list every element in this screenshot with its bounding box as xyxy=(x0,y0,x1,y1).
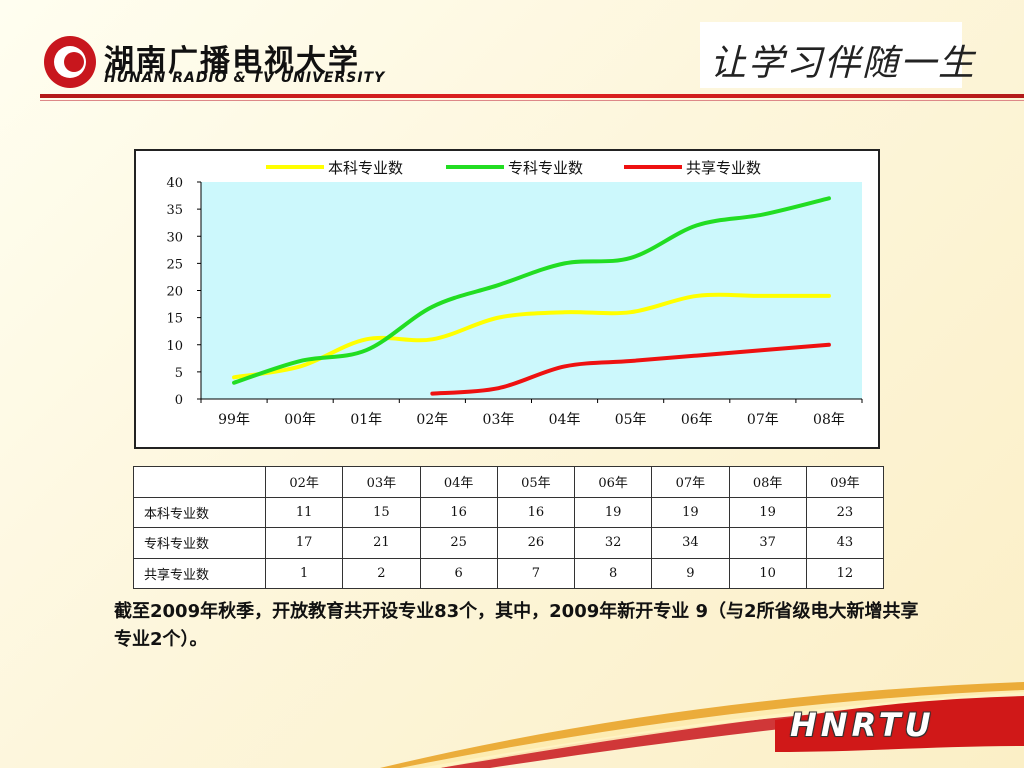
table-header-cell: 09年 xyxy=(805,466,885,498)
table-cell: 11 xyxy=(264,496,344,528)
chart-canvas: 0 5 10 15 20 25 30 35 40 99年 00年 01年 02年 03年 04年 05年 06年… xyxy=(166,159,863,428)
table-header-cell xyxy=(133,466,266,498)
legend-label: 本科专业数 xyxy=(328,159,403,177)
x-tick-label: 03年 xyxy=(483,412,515,428)
table-cell: 21 xyxy=(342,527,421,559)
table-row-label: 本科专业数 xyxy=(133,496,266,528)
table-cell: 32 xyxy=(573,527,653,559)
table-cell: 10 xyxy=(728,557,807,589)
table-row: 共享专业数 1 2 6 7 8 9 10 12 xyxy=(133,557,885,589)
footnote-text: 截至2009年秋季，开放教育共开设专业83个，其中，2009年新开专业 9（与2… xyxy=(114,601,919,650)
table-header-row: 02年 03年 04年 05年 06年 07年 08年 09年 xyxy=(133,466,885,498)
y-tick-label: 10 xyxy=(166,339,183,354)
header-divider xyxy=(40,94,1024,98)
university-logo-icon xyxy=(44,36,96,88)
table-cell: 26 xyxy=(496,527,576,559)
table-cell: 25 xyxy=(419,527,498,559)
table-cell: 2 xyxy=(342,557,421,589)
legend-label: 共享专业数 xyxy=(686,159,761,177)
y-tick-label: 5 xyxy=(175,366,183,381)
x-tick-label: 07年 xyxy=(747,412,779,428)
logo-english-name: HUNAN RADIO & TV UNIVERSITY xyxy=(104,70,386,86)
y-tick-label: 35 xyxy=(166,203,183,218)
table-cell: 8 xyxy=(573,557,653,589)
table-row-label: 共享专业数 xyxy=(133,557,266,589)
y-tick-label: 15 xyxy=(166,312,183,327)
x-tick-label: 99年 xyxy=(218,412,250,428)
table-cell: 17 xyxy=(264,527,344,559)
data-table: 02年 03年 04年 05年 06年 07年 08年 09年 本科专业数 11 15 16 16 19 1… xyxy=(133,466,885,589)
header-divider-thin xyxy=(40,100,1024,101)
table-cell: 12 xyxy=(805,557,885,589)
slogan-banner: 让学习伴随一生 xyxy=(700,22,974,88)
x-tick-label: 05年 xyxy=(615,412,647,428)
x-tick-label: 08年 xyxy=(813,412,845,428)
table-cell: 19 xyxy=(728,496,807,528)
table-cell: 19 xyxy=(651,496,730,528)
table-header-cell: 05年 xyxy=(496,466,576,498)
line-chart: 0 5 10 15 20 25 30 35 40 99年 00年 01年 02年 03年 04年 05年 06年… xyxy=(134,149,880,449)
table-cell: 19 xyxy=(573,496,653,528)
table-cell: 9 xyxy=(651,557,730,589)
logo-chinese-name: 湖南广播电视大学 xyxy=(104,44,360,79)
table-cell: 15 xyxy=(342,496,421,528)
table-header-cell: 08年 xyxy=(728,466,807,498)
series-shared-line xyxy=(430,342,831,396)
legend-label: 专科专业数 xyxy=(508,159,583,177)
x-tick-label: 06年 xyxy=(681,412,713,428)
table-header-cell: 07年 xyxy=(651,466,730,498)
series-junior-line xyxy=(232,196,831,385)
decorative-swoosh xyxy=(380,682,1024,768)
x-tick-label: 04年 xyxy=(549,412,581,428)
table-row: 专科专业数 17 21 25 26 32 34 37 43 xyxy=(133,527,885,559)
table-cell: 16 xyxy=(496,496,576,528)
table-cell: 34 xyxy=(651,527,730,559)
y-tick-label: 20 xyxy=(166,285,183,300)
brand-wordmark: HNRTU xyxy=(790,706,935,744)
series-undergrad-line xyxy=(232,292,831,380)
table-cell: 6 xyxy=(419,557,498,589)
table-cell: 23 xyxy=(805,496,885,528)
x-tick-label: 00年 xyxy=(284,412,316,428)
y-tick-label: 0 xyxy=(175,393,183,408)
table-header-cell: 03年 xyxy=(342,466,421,498)
table-row-label: 专科专业数 xyxy=(133,527,266,559)
table-header-cell: 06年 xyxy=(573,466,653,498)
x-tick-label: 02年 xyxy=(416,412,448,428)
slogan-text: 让学习伴随一生 xyxy=(710,43,977,84)
table-row: 本科专业数 11 15 16 16 19 19 19 23 xyxy=(133,496,885,528)
y-tick-label: 25 xyxy=(166,257,183,272)
header: 湖南广播电视大学 HUNAN RADIO & TV UNIVERSITY 让学习… xyxy=(0,0,1024,101)
y-tick-label: 40 xyxy=(166,176,183,191)
table-cell: 37 xyxy=(728,527,807,559)
table-header-cell: 04年 xyxy=(419,466,498,498)
table-cell: 16 xyxy=(419,496,498,528)
x-tick-label: 01年 xyxy=(350,412,382,428)
table-cell: 1 xyxy=(264,557,344,589)
y-tick-label: 30 xyxy=(166,230,183,245)
table-header-cell: 02年 xyxy=(264,466,344,498)
table-cell: 7 xyxy=(496,557,576,589)
table-cell: 43 xyxy=(805,527,885,559)
